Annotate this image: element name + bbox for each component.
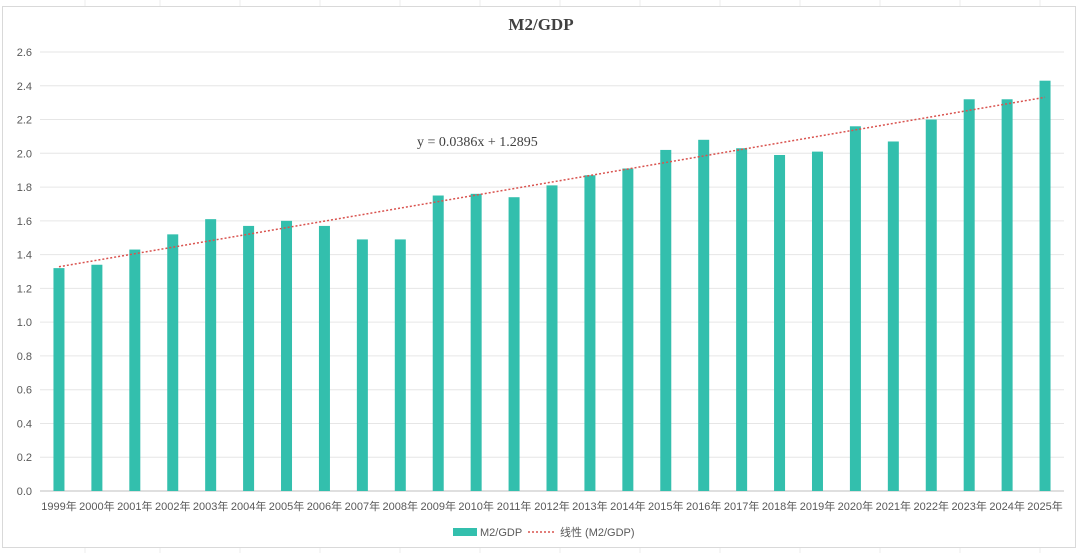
bar[interactable]	[243, 225, 255, 491]
bar[interactable]	[508, 197, 520, 491]
chart-title: M2/GDP	[508, 15, 573, 34]
x-tick-label: 1999年	[41, 499, 76, 513]
x-tick-label: 2020年	[838, 499, 873, 513]
x-tick-label: 2016年	[686, 499, 721, 513]
bar[interactable]	[356, 239, 368, 491]
x-tick-label: 2018年	[762, 499, 797, 513]
y-tick-label: 1.8	[17, 182, 32, 194]
x-tick-label: 2021年	[876, 499, 911, 513]
bar[interactable]	[53, 268, 65, 491]
x-tick-label: 2014年	[610, 499, 645, 513]
trendline[interactable]	[58, 96, 1046, 268]
legend-label-m2-gdp: M2/GDP	[480, 527, 522, 539]
x-tick-label: 2025年	[1027, 499, 1062, 513]
x-tick-label: 2017年	[724, 499, 759, 513]
x-tick-label: 2010年	[458, 499, 493, 513]
x-tick-label: 2002年	[155, 499, 190, 513]
y-tick-label: 0.6	[17, 385, 32, 397]
bar[interactable]	[129, 249, 141, 491]
trendline-equation-label: y = 0.0386x + 1.2895	[417, 135, 538, 150]
bar[interactable]	[963, 99, 975, 492]
bar[interactable]	[1001, 99, 1013, 492]
x-tick-label: 2024年	[989, 499, 1024, 513]
x-tick-label: 2012年	[534, 499, 569, 513]
x-tick-label: 2005年	[269, 499, 304, 513]
x-tick-label: 2000年	[79, 499, 114, 513]
x-tick-label: 2022年	[914, 499, 949, 513]
bar[interactable]	[470, 193, 482, 492]
legend-swatch-m2-gdp	[453, 528, 477, 536]
bar[interactable]	[811, 151, 823, 491]
bar[interactable]	[622, 168, 634, 491]
bar[interactable]	[394, 239, 406, 491]
x-tick-label: 2001年	[117, 499, 152, 513]
bar[interactable]	[1039, 80, 1051, 491]
x-tick-label: 2006年	[307, 499, 342, 513]
x-tick-label: 2007年	[345, 499, 380, 513]
legend[interactable]: M2/GDP 线性 (M2/GDP)	[453, 525, 635, 539]
x-tick-label: 2009年	[420, 499, 455, 513]
y-tick-label: 0.8	[17, 351, 32, 363]
bar[interactable]	[736, 148, 748, 491]
bar[interactable]	[584, 175, 596, 491]
bar[interactable]	[660, 149, 672, 491]
bar[interactable]	[774, 154, 786, 491]
y-tick-label: 2.0	[17, 148, 32, 160]
y-tick-label: 0.4	[17, 418, 32, 430]
x-tick-label: 2008年	[383, 499, 418, 513]
bar[interactable]	[546, 185, 558, 491]
bar[interactable]	[318, 225, 330, 491]
x-tick-label: 2019年	[800, 499, 835, 513]
y-tick-label: 2.2	[17, 115, 32, 127]
bar[interactable]	[205, 219, 217, 491]
bar[interactable]	[698, 139, 710, 492]
bar[interactable]	[281, 220, 293, 491]
y-tick-label: 1.2	[17, 283, 32, 295]
bar[interactable]	[167, 234, 179, 491]
trendline-layer	[58, 96, 1046, 268]
y-tick-label: 1.4	[17, 250, 32, 262]
bar[interactable]	[887, 141, 899, 491]
y-tick-label: 1.6	[17, 216, 32, 228]
x-tick-label: 2011年	[497, 499, 532, 513]
y-tick-label: 0.2	[17, 452, 32, 464]
bar[interactable]	[925, 119, 937, 492]
x-tick-label: 2023年	[951, 499, 986, 513]
y-tick-label: 1.0	[17, 317, 32, 329]
x-tick-label: 2003年	[193, 499, 228, 513]
legend-label-trendline: 线性 (M2/GDP)	[560, 525, 635, 539]
bar[interactable]	[432, 195, 444, 491]
bar-series	[53, 80, 1051, 492]
bar[interactable]	[849, 126, 861, 492]
x-tick-label: 2004年	[231, 499, 266, 513]
y-tick-label: 2.4	[17, 81, 32, 93]
y-axis-tick-labels: 0.0 0.2 0.4 0.6 0.8 1.0 1.2 1.4 1.6 1.8 2.0 2.2 2.4 2…	[17, 47, 32, 498]
bar[interactable]	[91, 264, 103, 491]
x-axis-tick-labels: 1999年 2000年 2001年 2002年 2003年 2004年 2005年 2006年…	[41, 499, 1063, 513]
y-tick-label: 2.6	[17, 47, 32, 59]
y-tick-label: 0.0	[17, 486, 32, 498]
x-tick-label: 2015年	[648, 499, 683, 513]
x-tick-label: 2013年	[572, 499, 607, 513]
